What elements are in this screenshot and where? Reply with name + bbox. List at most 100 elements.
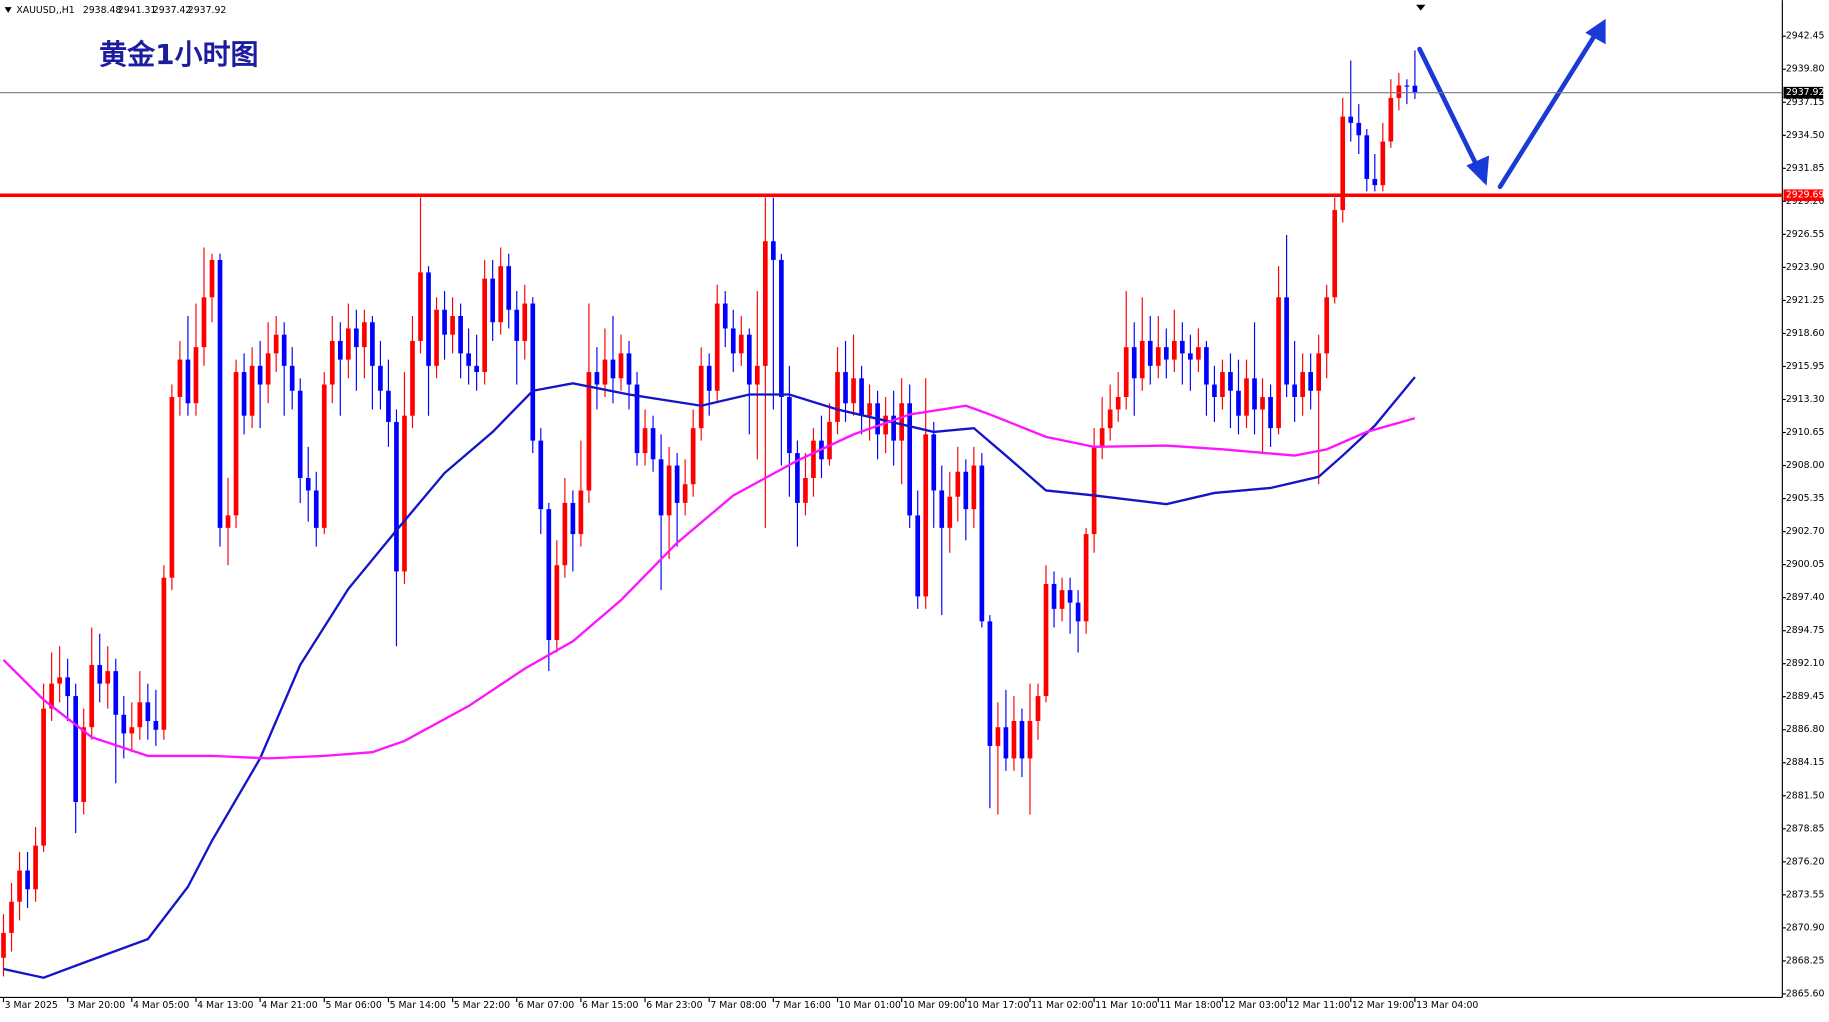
y-tick-label: 2926.55	[1786, 229, 1825, 240]
candle-body	[410, 340, 415, 416]
candle-body	[434, 309, 439, 366]
candle-body	[145, 702, 151, 722]
candle-body	[859, 378, 864, 416]
candle-body	[354, 328, 359, 348]
candle-body	[209, 259, 215, 298]
x-tick-label: 6 Mar 07:00	[518, 1000, 574, 1011]
candle-body	[811, 440, 816, 479]
candle-body	[706, 365, 712, 391]
candle-body	[698, 365, 704, 429]
y-tick-label: 2929.20	[1786, 196, 1825, 207]
candle-body	[1083, 534, 1089, 622]
candle-body	[153, 721, 159, 730]
y-tick-label: 2870.90	[1786, 922, 1825, 933]
candle-body	[586, 372, 592, 491]
candle-body	[73, 696, 79, 803]
candle-body	[674, 465, 680, 503]
candle-body	[1123, 347, 1129, 398]
candle-body	[289, 365, 295, 391]
x-tick-label: 12 Mar 11:00	[1288, 1000, 1350, 1011]
candle-body	[522, 303, 528, 341]
candle-body	[225, 515, 231, 528]
candle-body	[907, 403, 913, 516]
candle-body	[137, 702, 143, 728]
candle-body	[1, 932, 6, 958]
candle-body	[650, 428, 656, 460]
x-tick-label: 11 Mar 18:00	[1159, 1000, 1221, 1011]
plot-area	[1, 50, 1418, 979]
y-tick-label: 2892.10	[1786, 658, 1825, 669]
candle-body	[329, 340, 335, 385]
candle-body	[1212, 384, 1217, 398]
x-tick-label: 3 Mar 20:00	[69, 1000, 125, 1011]
candle-body	[787, 397, 792, 454]
candle-body	[201, 297, 207, 348]
candle-body	[1099, 428, 1105, 447]
candle-body	[281, 334, 287, 366]
candle-body	[955, 471, 961, 497]
candle-body	[995, 727, 1001, 746]
candle-body	[1316, 353, 1322, 391]
candle-body	[1284, 297, 1289, 385]
y-tick-label: 2886.80	[1786, 724, 1825, 735]
candle-body	[193, 347, 199, 404]
candle-body	[49, 683, 54, 709]
candle-body	[594, 372, 600, 385]
candle-body	[634, 384, 640, 454]
x-tick-label: 4 Mar 05:00	[133, 1000, 189, 1011]
candle-body	[217, 259, 223, 528]
candle-body	[795, 453, 800, 503]
x-tick-label: 7 Mar 08:00	[710, 1000, 766, 1011]
candle-body	[506, 266, 512, 310]
candle-body	[827, 421, 832, 460]
x-tick-label: 10 Mar 01:00	[839, 1000, 901, 1011]
candle-body	[1220, 372, 1225, 398]
header-high: 2941.31	[118, 5, 157, 16]
candle-body	[402, 415, 407, 572]
shift-marker	[1416, 4, 1426, 11]
header-open: 2938.48	[83, 5, 122, 16]
candle-body	[1260, 397, 1265, 410]
candle-body	[426, 272, 431, 366]
x-tick-label: 4 Mar 13:00	[197, 1000, 253, 1011]
candle-body	[546, 509, 552, 641]
candle-body	[867, 403, 872, 416]
candle-body	[1035, 696, 1041, 722]
candle-body	[161, 577, 167, 730]
candle-body	[249, 365, 255, 416]
x-tick-label: 11 Mar 10:00	[1095, 1000, 1157, 1011]
candle-body	[378, 365, 383, 391]
candle-body	[1139, 340, 1145, 379]
candle-body	[771, 241, 776, 260]
y-tick-label: 2913.30	[1786, 394, 1825, 405]
candle-body	[1131, 347, 1137, 379]
x-tick-label: 10 Mar 17:00	[967, 1000, 1029, 1011]
y-tick-label: 2910.65	[1786, 427, 1825, 438]
candle-body	[313, 490, 319, 528]
candle-body	[1059, 590, 1065, 609]
candle-body	[754, 365, 760, 385]
y-tick-label: 2942.45	[1786, 31, 1825, 42]
y-tick-label: 2889.45	[1786, 691, 1825, 702]
candle-body	[345, 328, 351, 360]
candle-body	[963, 471, 969, 510]
candle-body	[297, 390, 303, 479]
candle-body	[1348, 116, 1354, 123]
forecast-arrows	[1417, 18, 1606, 190]
y-tick-label: 2918.60	[1786, 328, 1825, 339]
candle-body	[578, 490, 584, 535]
candle-body	[530, 303, 536, 441]
candle-body	[562, 502, 568, 566]
candle-body	[915, 515, 921, 597]
candle-body	[9, 901, 14, 933]
header-low: 2937.42	[153, 5, 192, 16]
candle-body	[1075, 602, 1081, 622]
candle-body	[610, 359, 616, 379]
candle-body	[418, 272, 423, 341]
candle-body	[337, 340, 343, 360]
candle-body	[1019, 721, 1025, 759]
y-tick-label: 2939.80	[1786, 64, 1825, 75]
candle-body	[1404, 85, 1410, 87]
